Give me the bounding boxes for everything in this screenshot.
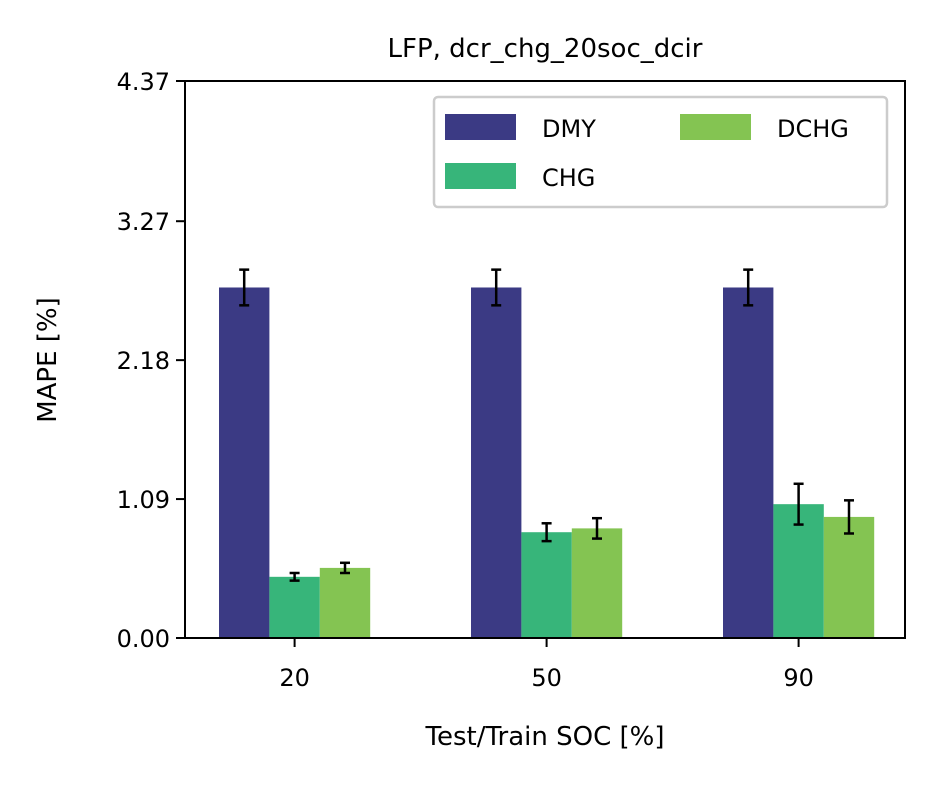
bar-dmy-50 (471, 287, 522, 638)
legend (432, 95, 889, 209)
legend-swatch-dmy (445, 114, 516, 140)
y-axis-label: MAPE [%] (33, 297, 63, 423)
bar-dchg-90 (823, 516, 875, 638)
bar-dmy-90 (723, 287, 774, 638)
bar-dchg-20 (319, 567, 371, 638)
legend-swatch-chg (445, 163, 516, 189)
y-tick-label: 2.18 (117, 347, 170, 375)
x-tick-label: 90 (783, 664, 814, 692)
legend-label-dmy: DMY (542, 115, 596, 143)
chart-title: LFP, dcr_chg_20soc_dcir (388, 34, 703, 64)
bar-chg-20 (269, 576, 320, 638)
legend-swatch-dchg (680, 114, 751, 140)
bar-dmy-20 (219, 287, 270, 638)
y-tick-label: 0.00 (117, 625, 170, 653)
bar-dchg-50 (571, 528, 623, 638)
y-tick-label: 3.27 (117, 208, 170, 236)
plot-frame (184, 80, 906, 639)
legend-label-dchg: DCHG (777, 115, 849, 143)
bar-chg-50 (521, 532, 572, 638)
legend-label-chg: CHG (542, 164, 595, 192)
x-tick-label: 20 (279, 664, 310, 692)
y-tick-label: 1.09 (117, 486, 170, 514)
bar-chg-90 (773, 504, 824, 638)
y-tick-label: 4.37 (117, 68, 170, 96)
x-axis-label: Test/Train SOC [%] (425, 722, 665, 752)
x-tick-label: 50 (531, 664, 562, 692)
